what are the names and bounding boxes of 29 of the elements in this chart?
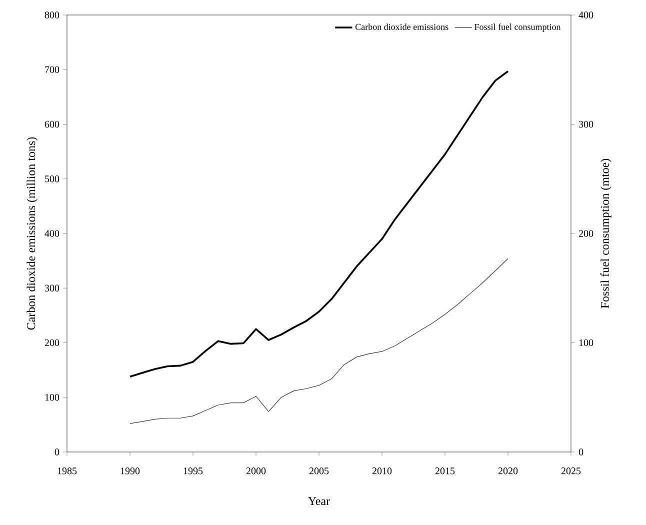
y2-tick-label: 200 — [578, 230, 594, 237]
y-tick-label: 600 — [44, 120, 60, 128]
x-tick-label: 2000 — [246, 468, 266, 474]
x-tick-label: 2025 — [561, 468, 581, 474]
y-axis-title: Carbon dioxide emissions (million tons) — [26, 137, 38, 330]
y2-tick-label: 400 — [578, 12, 594, 18]
legend-label: Fossil fuel consumption — [474, 24, 561, 32]
x-tick-label: 2015 — [435, 468, 455, 474]
x-tick-label: 2010 — [372, 468, 392, 474]
y-tick-label: 100 — [45, 394, 60, 401]
y-tick-label: 200 — [44, 339, 60, 346]
y2-tick-label: 100 — [579, 339, 594, 346]
y-tick-label: 400 — [44, 230, 60, 237]
x-tick-label: 1995 — [184, 468, 203, 474]
y2-tick-label: 0 — [578, 448, 584, 456]
y2-axis-title: Fossil fuel consumption (mtoe) — [600, 158, 612, 308]
y-tick-label: 300 — [44, 284, 60, 292]
x-tick-label: 2005 — [309, 468, 329, 474]
x-axis-title: Year — [308, 497, 330, 506]
y2-tick-label: 300 — [579, 120, 594, 128]
y-tick-label: 500 — [45, 175, 60, 182]
x-tick-label: 1985 — [58, 468, 77, 474]
y-tick-label: 700 — [45, 66, 60, 73]
line-series — [130, 258, 508, 424]
x-tick-label: 2020 — [498, 468, 518, 474]
y-tick-label: 800 — [44, 12, 60, 18]
x-tick-label: 1990 — [120, 468, 140, 474]
y-tick-label: 0 — [54, 448, 60, 456]
legend-label: Carbon dioxide emissions — [355, 24, 448, 30]
